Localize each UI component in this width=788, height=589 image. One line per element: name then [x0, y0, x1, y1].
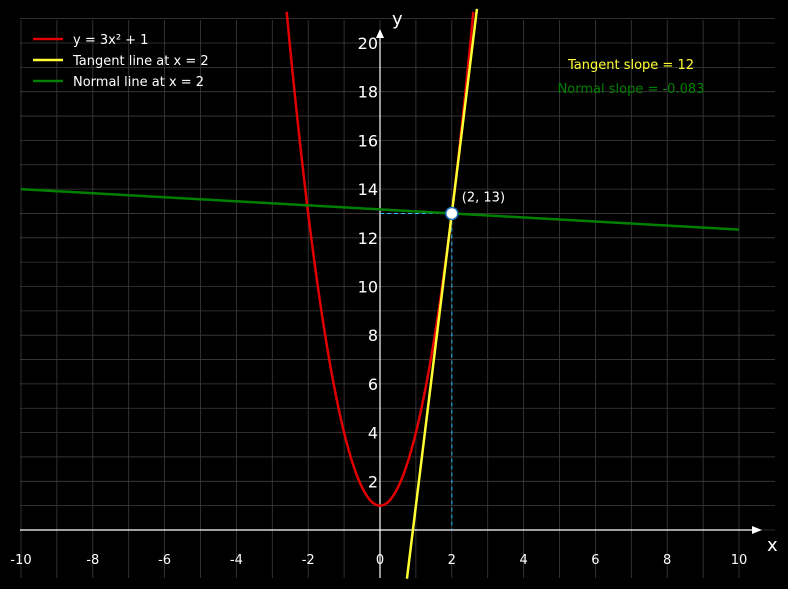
y-tick-label: 14 [358, 180, 378, 199]
legend: y = 3x² + 1 Tangent line at x = 2 Normal l… [33, 33, 209, 90]
grid [20, 18, 775, 578]
y-tick-label: 10 [358, 278, 378, 297]
x-tick-label: -4 [230, 553, 243, 568]
legend-label-1: y = 3x² + 1 [73, 33, 148, 48]
x-tick-label: -2 [302, 553, 315, 568]
series-line-2 [405, 8, 479, 579]
series-line-3 [20, 187, 740, 231]
series-lines [20, 8, 740, 579]
y-tick-label: 20 [358, 34, 378, 53]
point-marker [445, 206, 459, 221]
slope-annotation-2: Normal slope = -0.083 [558, 82, 705, 97]
x-tick-label: -10 [10, 553, 31, 568]
x-tick-label: 0 [376, 553, 384, 568]
y-axis-arrow [376, 29, 384, 38]
x-axis-label: x [767, 535, 778, 556]
x-tick-label: -8 [86, 553, 99, 568]
x-tick-label: 6 [591, 553, 599, 568]
x-axis-arrow [752, 526, 762, 534]
x-tick-label: 2 [448, 553, 456, 568]
point-label: (2, 13) [462, 190, 505, 205]
annotations: Tangent slope = 12 Normal slope = -0.083 [558, 58, 705, 97]
slope-annotation-1: Tangent slope = 12 [567, 58, 694, 73]
x-tick-label: 8 [663, 553, 671, 568]
x-tick-label: 10 [731, 553, 748, 568]
y-tick-label: 4 [368, 424, 378, 443]
y-tick-label: 6 [368, 375, 378, 394]
y-tick-label: 16 [358, 131, 378, 150]
y-tick-label: 12 [358, 229, 378, 248]
point-marker-group: (2, 13) [445, 190, 505, 221]
y-tick-label: 18 [358, 83, 378, 102]
legend-label-2: Tangent line at x = 2 [72, 54, 209, 69]
axes: xy [20, 9, 778, 578]
x-tick-label: -6 [158, 553, 171, 568]
y-tick-label: 2 [368, 472, 378, 491]
y-tick-label: 8 [368, 326, 378, 345]
tick-labels: -10 -8 -6 -4 -2 0 2 4 6 8 10 2 4 6 8 10 12 14 16 18 20 [10, 34, 747, 568]
y-axis-label: y [392, 9, 403, 30]
x-tick-label: 4 [519, 553, 527, 568]
legend-label-3: Normal line at x = 2 [73, 75, 204, 90]
